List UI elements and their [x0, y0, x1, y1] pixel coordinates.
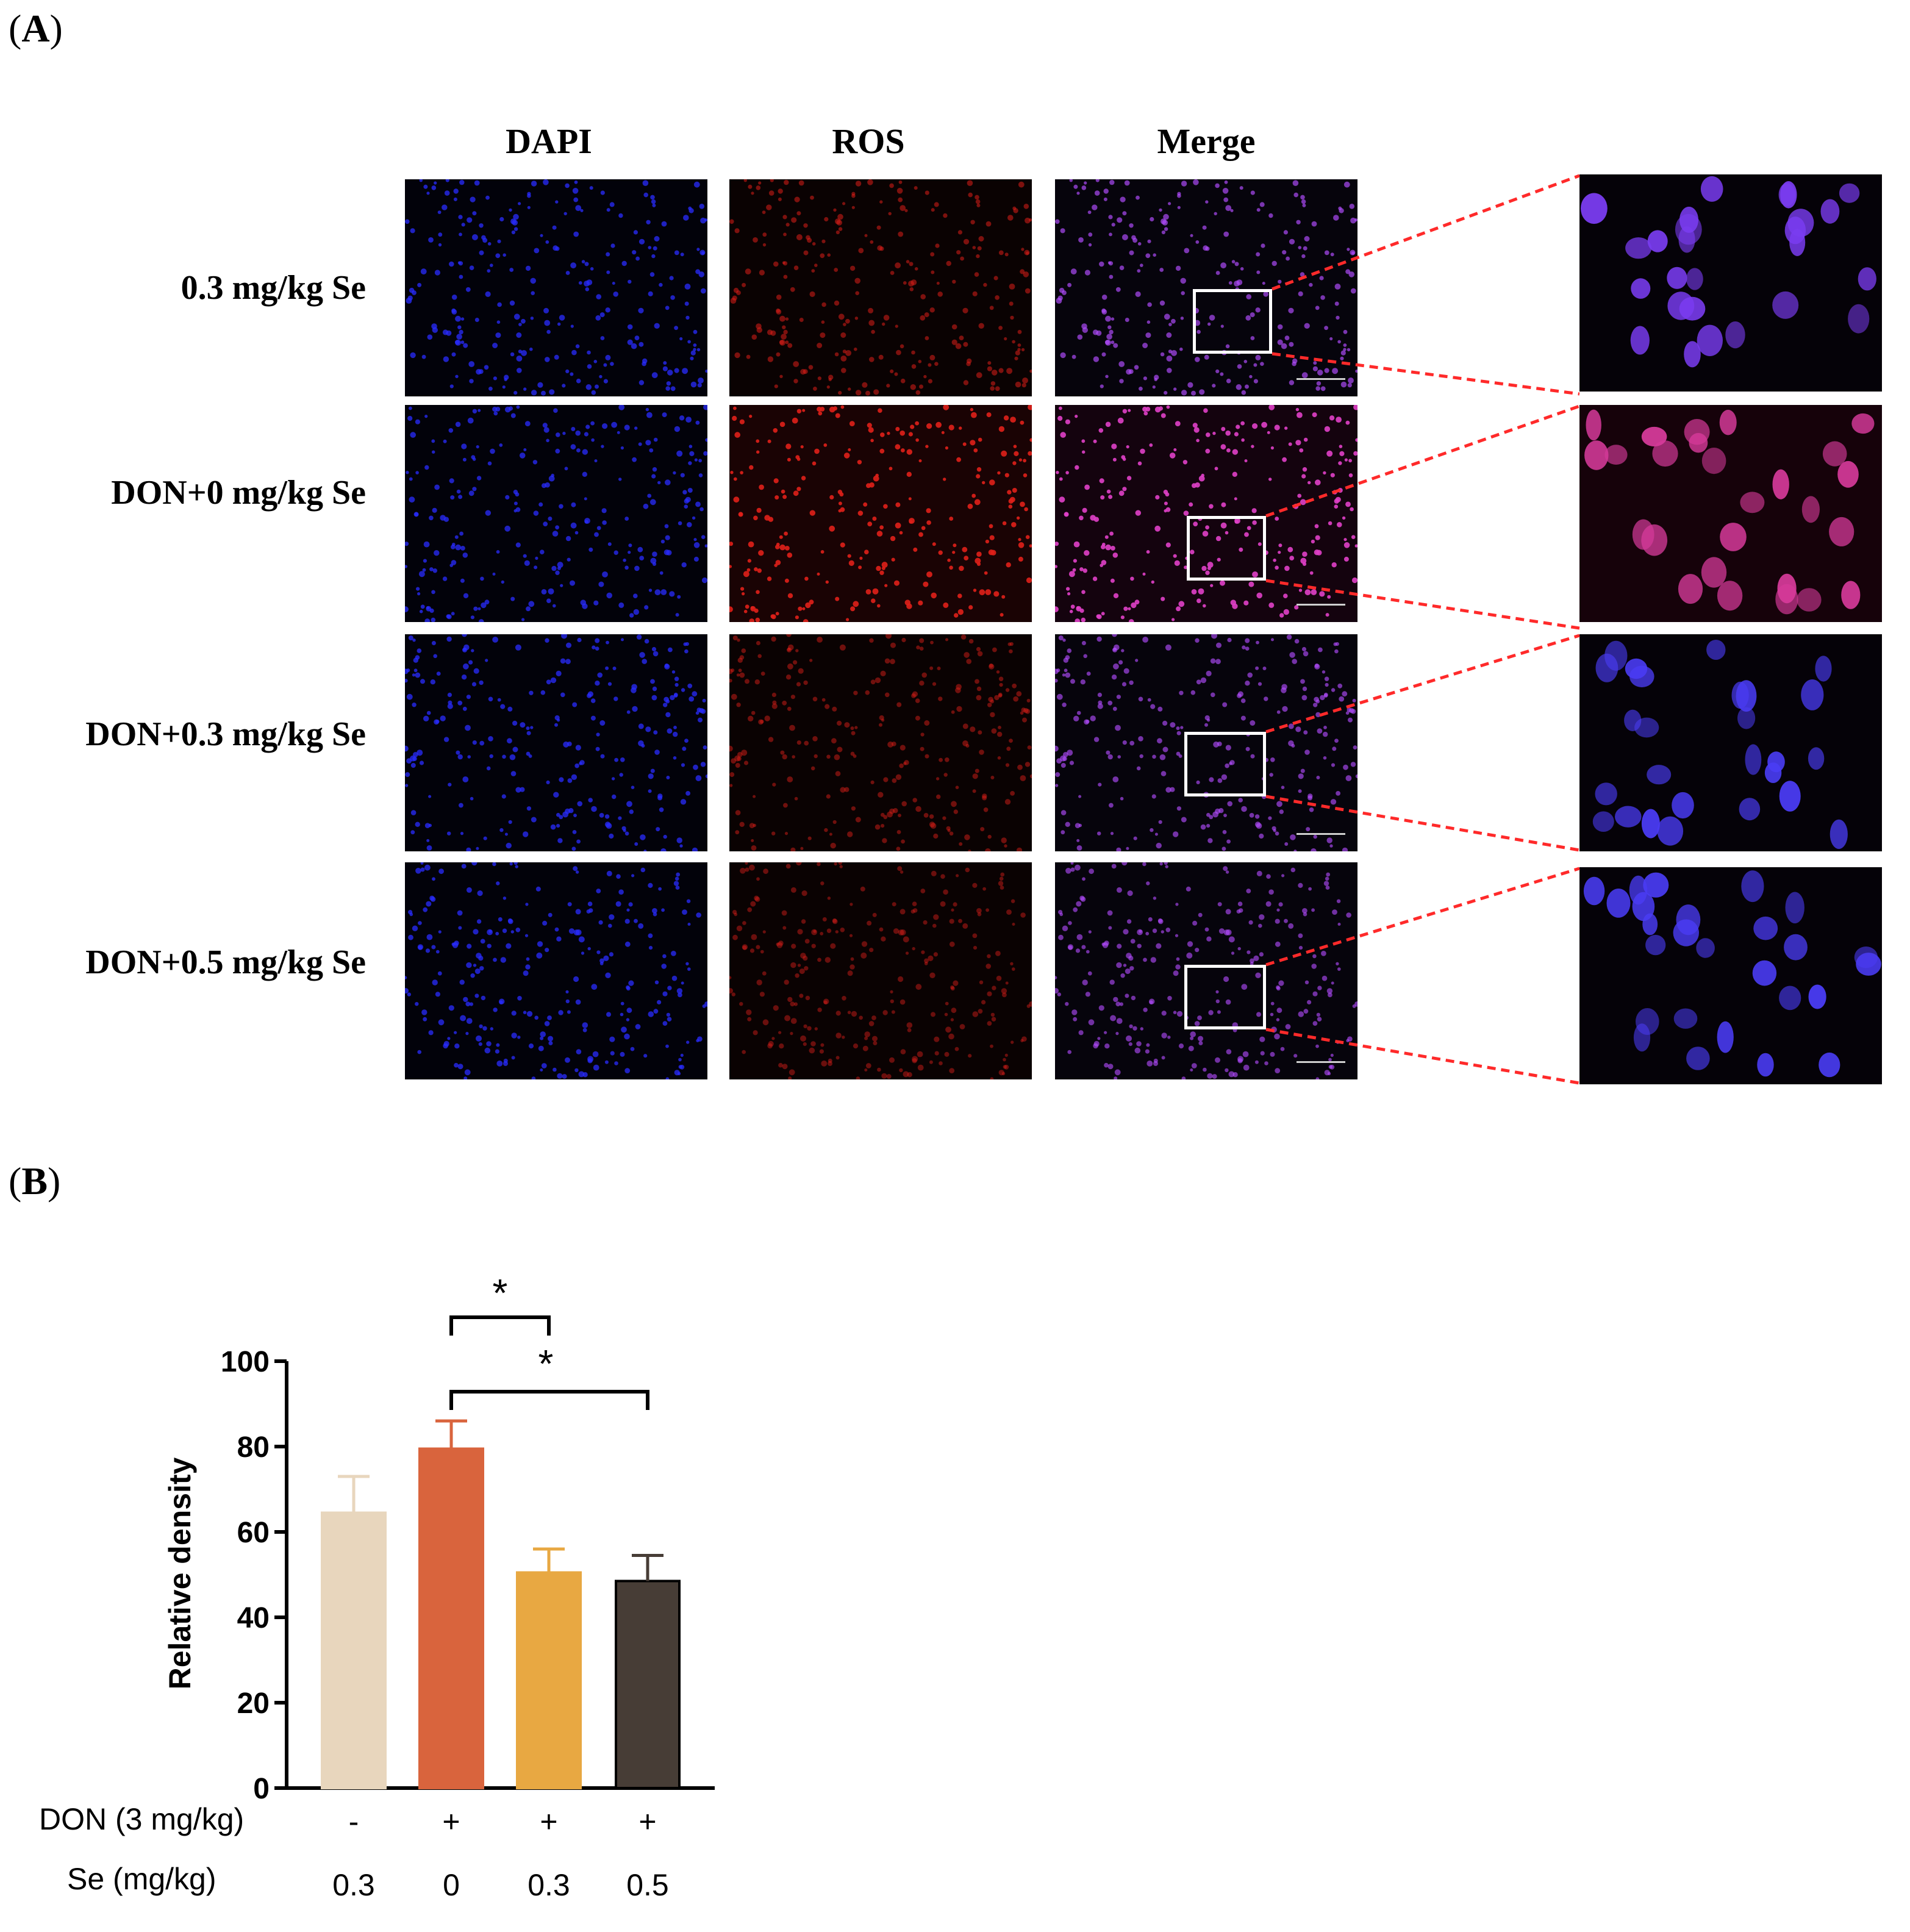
bar-2	[516, 1571, 582, 1789]
micrograph-dapi-row-1	[405, 405, 707, 622]
inset-box-row-3	[1184, 965, 1266, 1029]
scale-bar-row-0	[1297, 378, 1345, 380]
column-header-dapi: DAPI	[506, 121, 592, 161]
micrograph-dapi-row-0	[405, 179, 707, 396]
se-value-0: 0.3	[332, 1868, 375, 1902]
panel-label-b: (B)	[9, 1159, 61, 1203]
leader-line-row-0-bottom	[1272, 352, 1580, 396]
bar-chart: 0 20 40 60 80 100 - 0.3 +0 +0.3 +0.5 * * Relative …	[39, 1271, 715, 1902]
zoomed-merge-row-1	[1579, 405, 1882, 622]
don-value-2: +	[540, 1805, 557, 1839]
y-tick-label-2: 40	[237, 1602, 270, 1634]
micrograph-ros-row-3	[729, 862, 1032, 1079]
leader-line-row-0-top	[1272, 174, 1580, 291]
micrograph-merge-row-1	[1055, 405, 1357, 622]
inset-box-row-1	[1187, 516, 1266, 581]
micrograph-ros-row-0	[729, 179, 1032, 396]
se-value-1: 0	[443, 1868, 460, 1902]
leader-line-row-1-top	[1265, 404, 1580, 518]
y-tick-label-1: 20	[237, 1687, 270, 1720]
panel-label-a: (A)	[9, 7, 63, 50]
row-label-1: DON+0 mg/kg Se	[111, 474, 366, 512]
micrograph-ros-row-1	[729, 405, 1032, 622]
leader-line-row-2-bottom	[1265, 795, 1580, 852]
bar-0	[321, 1511, 387, 1789]
zoomed-merge-row-2	[1579, 634, 1882, 851]
y-tick-label-3: 60	[237, 1517, 270, 1549]
bar-3	[615, 1580, 681, 1789]
leader-line-row-3-top	[1265, 867, 1580, 967]
row-label-3: DON+0.5 mg/kg Se	[85, 943, 366, 981]
scale-bar-row-1	[1297, 604, 1345, 606]
significance-star-0: *	[493, 1271, 508, 1315]
y-tick-label-4: 80	[237, 1431, 270, 1464]
se-value-3: 0.5	[626, 1868, 669, 1902]
bar-1	[418, 1447, 484, 1789]
don-value-1: +	[442, 1805, 460, 1839]
scale-bar-row-2	[1297, 833, 1345, 835]
significance-star-1: *	[538, 1342, 554, 1386]
inset-box-row-0	[1193, 289, 1272, 354]
column-header-merge: Merge	[1157, 121, 1256, 161]
row-label-0: 0.3 mg/kg Se	[181, 269, 366, 307]
y-axis-label: Relative density	[163, 1457, 197, 1689]
se-value-2: 0.3	[528, 1868, 570, 1902]
zoomed-merge-row-3	[1579, 867, 1882, 1084]
micrograph-merge-row-2	[1055, 634, 1357, 851]
scale-bar-row-3	[1297, 1061, 1345, 1063]
leader-line-row-3-bottom	[1265, 1028, 1580, 1085]
column-header-ros: ROS	[832, 121, 905, 161]
y-tick-label-5: 100	[221, 1346, 270, 1378]
significance-bracket-0	[449, 1315, 551, 1336]
don-value-0: -	[349, 1805, 359, 1839]
micrograph-merge-row-0	[1055, 179, 1357, 396]
row-label-2: DON+0.3 mg/kg Se	[85, 715, 366, 753]
don-value-3: +	[638, 1805, 656, 1839]
inset-box-row-2	[1184, 732, 1266, 796]
zoomed-merge-row-0	[1579, 174, 1882, 392]
micrograph-ros-row-2	[729, 634, 1032, 851]
don-row-label: DON (3 mg/kg)	[39, 1802, 244, 1836]
leader-lines	[1265, 174, 1580, 1085]
leader-line-row-1-bottom	[1265, 579, 1580, 630]
y-tick-label-0: 0	[253, 1773, 270, 1805]
leader-line-row-2-top	[1265, 634, 1580, 734]
micrograph-merge-row-3	[1055, 862, 1357, 1079]
se-row-label: Se (mg/kg)	[67, 1862, 216, 1896]
micrograph-dapi-row-2	[405, 634, 707, 851]
significance-bracket-1	[449, 1390, 649, 1410]
micrograph-dapi-row-3	[405, 862, 707, 1079]
